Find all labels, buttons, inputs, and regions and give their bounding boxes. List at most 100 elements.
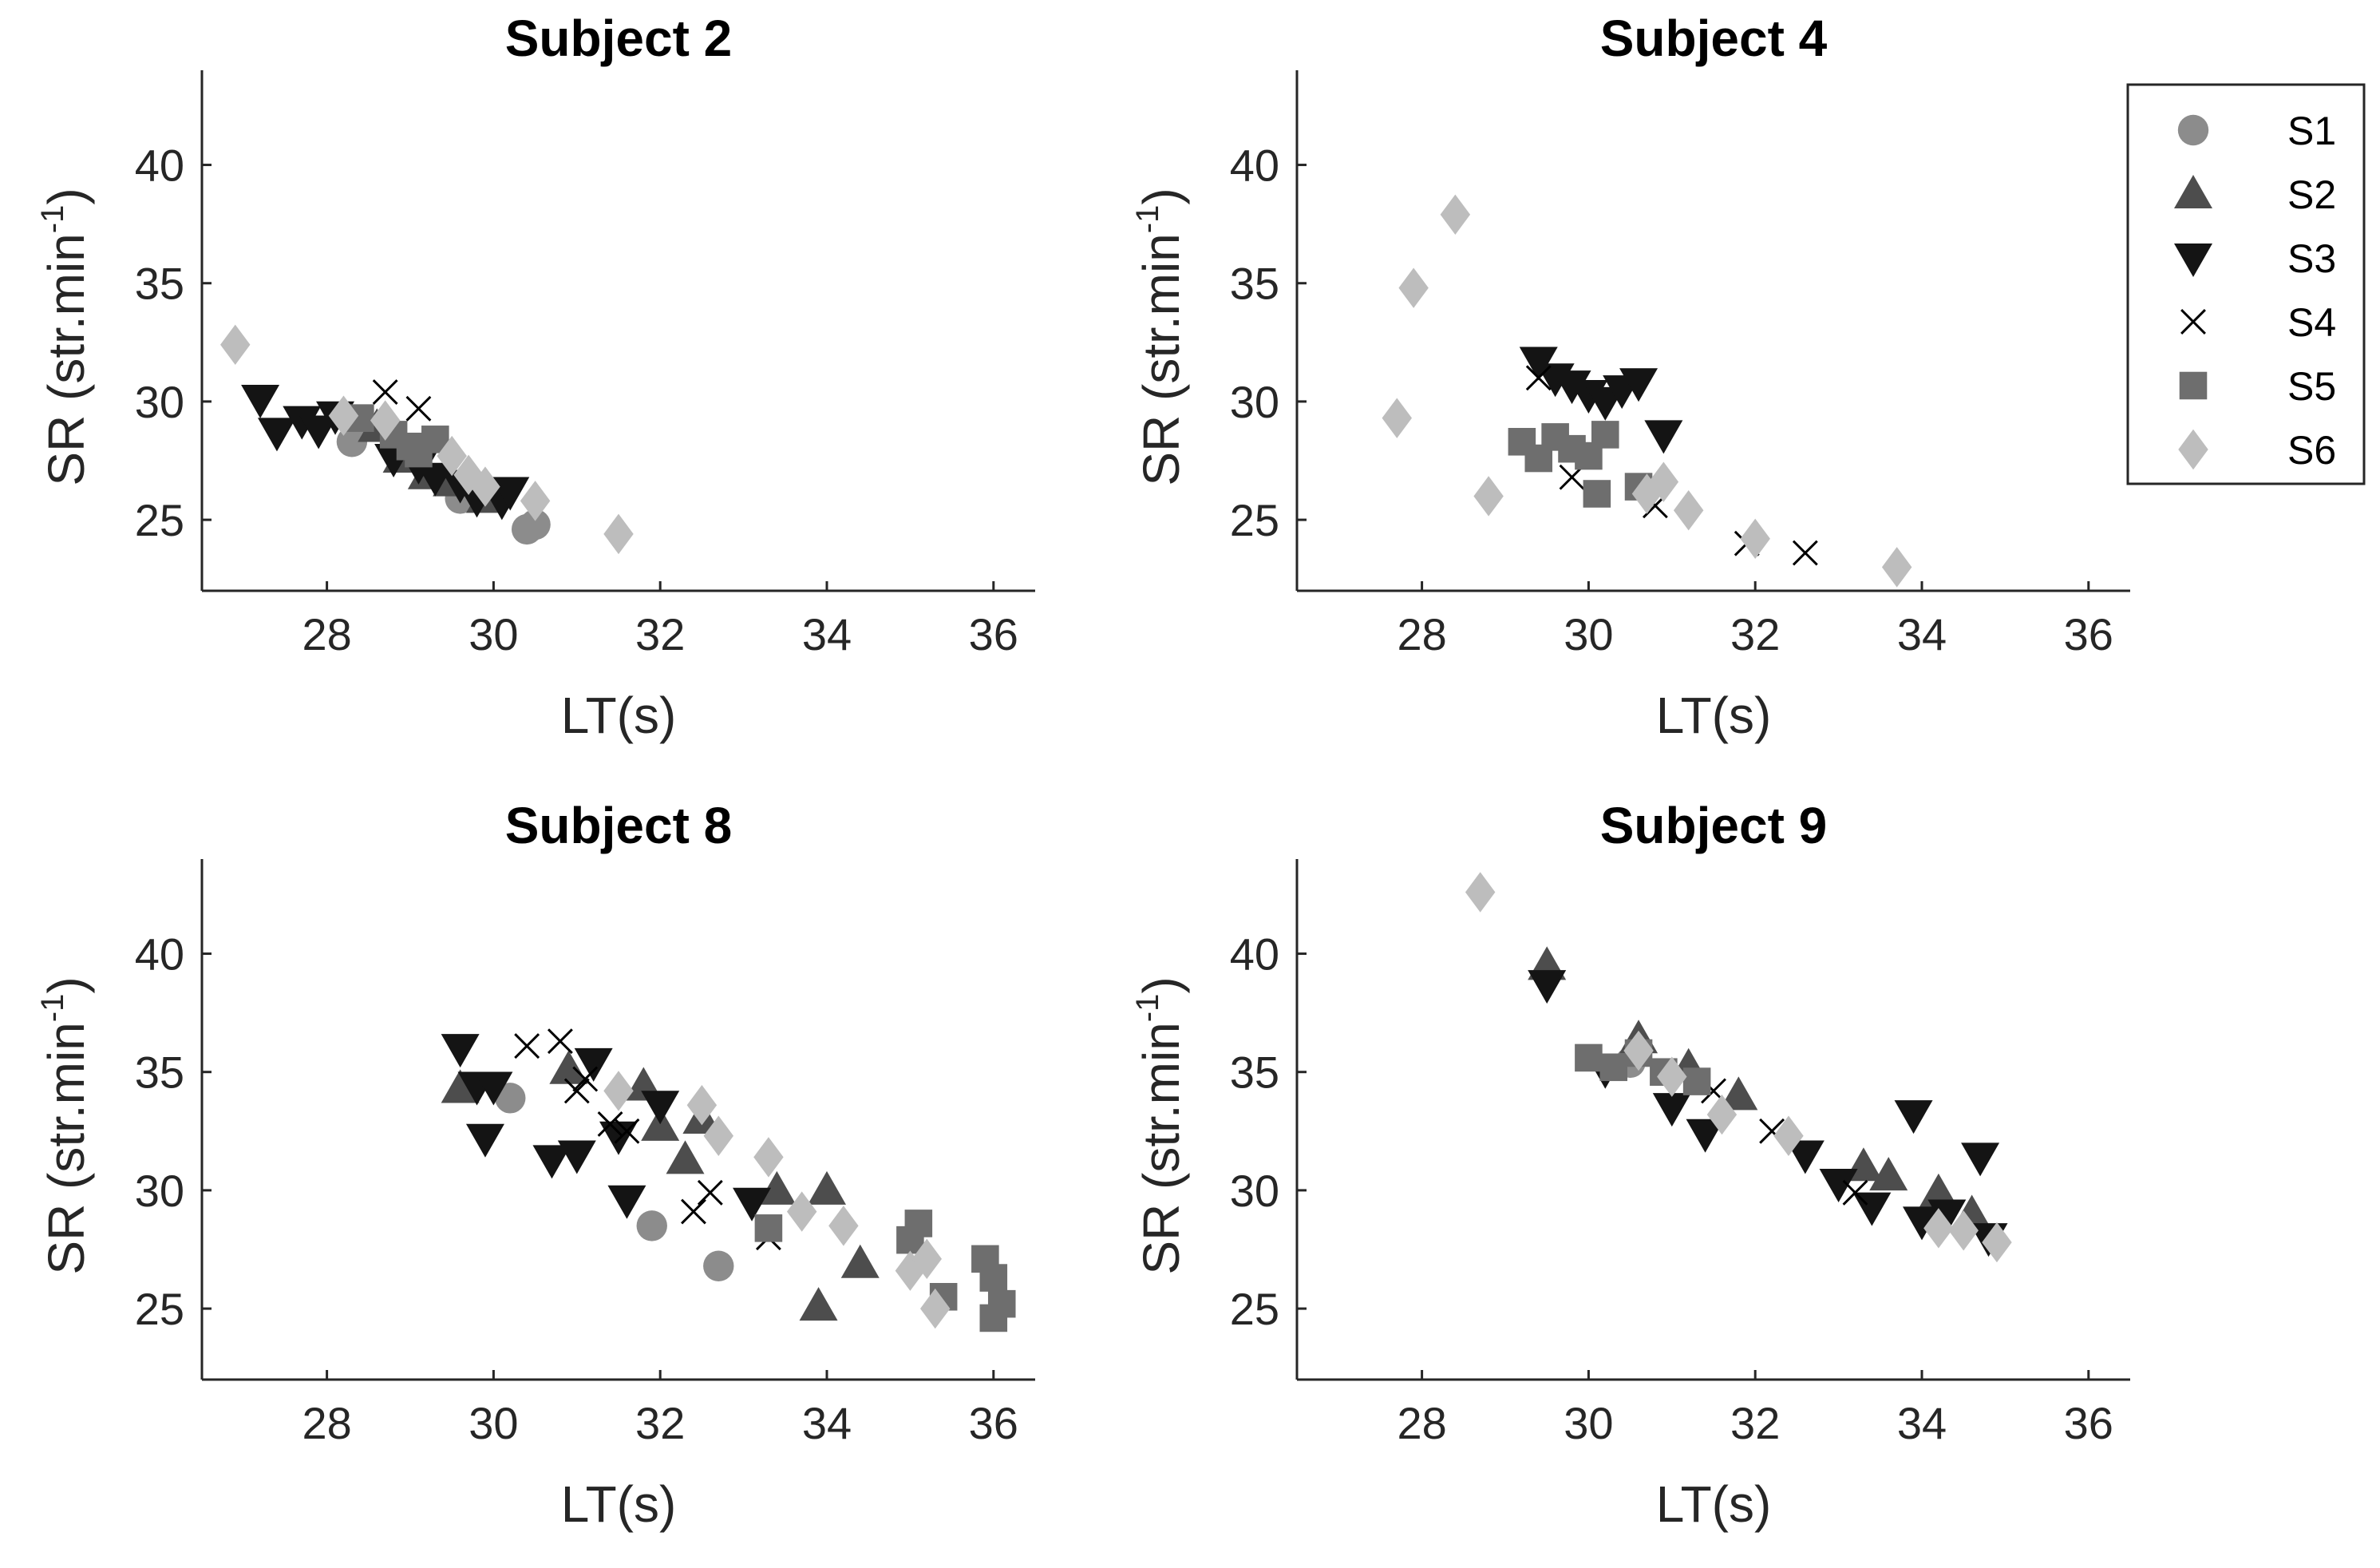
y-axis-label-close: ) — [1133, 976, 1190, 993]
data-point-s2 — [808, 1170, 846, 1205]
data-point-s3 — [441, 1034, 480, 1068]
y-axis-label-close: ) — [1133, 188, 1190, 204]
data-point-s6 — [1473, 476, 1504, 517]
y-tick-label: 30 — [135, 377, 184, 427]
x-tick-label: 36 — [2064, 1398, 2113, 1448]
data-point-s3 — [532, 1145, 571, 1179]
data-point-s3 — [465, 1123, 504, 1158]
data-point-s3 — [283, 406, 322, 440]
x-tick-label: 34 — [1897, 1398, 1947, 1448]
series-s6 — [1382, 194, 1912, 588]
data-point-s6 — [220, 324, 251, 365]
data-point-s4 — [1842, 1179, 1868, 1206]
data-point-s1 — [520, 509, 551, 540]
y-axis-label-close: ) — [38, 188, 95, 204]
data-point-s4 — [697, 1179, 723, 1206]
data-point-s4 — [547, 1028, 573, 1055]
legend-entry-s3: S3 — [2174, 236, 2336, 281]
data-point-s3 — [1619, 368, 1658, 402]
y-tick-label: 40 — [135, 929, 184, 980]
subplot-1: Subject 2 28 30 32 34 36 25 30 35 40 LT(s) SR (str.… — [35, 10, 1035, 744]
x-tick-label: 32 — [635, 1398, 685, 1448]
legend-entry-s4: S4 — [2180, 300, 2336, 345]
data-point-s6 — [920, 1288, 951, 1329]
data-point-s2 — [1869, 1157, 1908, 1191]
subplot-title: Subject 2 — [505, 10, 733, 67]
data-point-s3 — [1819, 1169, 1858, 1203]
data-point-s4 — [572, 1066, 599, 1092]
legend-marker-x-icon — [2180, 309, 2206, 335]
data-point-s2 — [1919, 1173, 1958, 1207]
legend-entry-s5: S5 — [2179, 364, 2336, 409]
data-point-s6 — [1465, 872, 1496, 913]
y-axis-label-main: SR (str.min — [1133, 233, 1190, 485]
x-tick-label: 36 — [969, 1398, 1018, 1448]
series-s2 — [441, 1050, 880, 1321]
y-tick-label: 40 — [1230, 141, 1279, 191]
data-point-s3 — [607, 1185, 646, 1219]
data-point-s6 — [1440, 194, 1471, 235]
data-point-s4 — [1525, 365, 1552, 391]
data-point-s6 — [1382, 398, 1412, 438]
data-point-s6 — [370, 400, 401, 441]
legend-marker-triangle-up-icon — [2174, 175, 2212, 208]
x-tick-label: 30 — [468, 609, 518, 659]
data-point-s6 — [1657, 1056, 1687, 1097]
x-axis-label: LT(s) — [1656, 1475, 1772, 1533]
data-point-s6 — [328, 395, 359, 436]
y-tick-label: 35 — [135, 259, 184, 309]
data-point-s2 — [840, 1244, 880, 1278]
data-point-s4 — [563, 1078, 590, 1104]
data-point-s6 — [1881, 547, 1912, 588]
data-point-s6 — [686, 1085, 718, 1126]
legend-marker-triangle-down-icon — [2174, 244, 2212, 277]
series-s6 — [603, 1071, 951, 1329]
y-axis-label-main: SR (str.min — [1133, 1022, 1190, 1274]
data-point-s3 — [1894, 1100, 1933, 1134]
y-axis-label-superscript: -1 — [35, 994, 70, 1023]
x-tick-label: 28 — [302, 609, 351, 659]
y-tick-label: 25 — [135, 495, 184, 545]
y-tick-label: 35 — [1230, 259, 1279, 309]
data-point-s6 — [1740, 518, 1770, 559]
y-axis-label-main: SR (str.min — [38, 233, 95, 485]
series-s6 — [220, 324, 634, 555]
y-tick-label: 40 — [1230, 929, 1279, 980]
y-tick-label: 35 — [135, 1047, 184, 1098]
data-point-s3 — [241, 384, 280, 418]
y-tick-label: 30 — [1230, 377, 1279, 427]
x-tick-label: 28 — [302, 1398, 351, 1448]
data-point-s6 — [437, 435, 467, 477]
data-point-s1 — [703, 1250, 734, 1281]
y-axis-label: SR (str.min-1) — [1130, 188, 1190, 485]
data-point-s3 — [1927, 1199, 1967, 1233]
series-s5 — [1508, 421, 1653, 508]
legend-label: S3 — [2287, 236, 2336, 281]
y-tick-label: 25 — [1230, 495, 1279, 545]
y-axis-label-superscript: -1 — [1130, 205, 1165, 234]
legend-entry-s6: S6 — [2178, 428, 2336, 473]
data-point-s6 — [703, 1115, 733, 1156]
y-tick-label: 30 — [1230, 1166, 1279, 1216]
data-point-s2 — [757, 1170, 797, 1205]
x-tick-label: 36 — [2064, 609, 2113, 659]
data-point-s6 — [1706, 1094, 1738, 1135]
x-axis-label: LT(s) — [561, 1475, 677, 1533]
legend-entry-s1: S1 — [2177, 109, 2336, 153]
legend-entry-s2: S2 — [2174, 172, 2336, 217]
data-point-s4 — [514, 1033, 540, 1059]
x-tick-label: 36 — [969, 609, 1018, 659]
y-axis-label-superscript: -1 — [35, 205, 70, 234]
data-point-s6 — [1948, 1210, 1979, 1251]
legend-marker-square-icon — [2179, 371, 2208, 400]
data-point-s5 — [1599, 1053, 1627, 1082]
x-tick-label: 32 — [1730, 609, 1780, 659]
data-point-s6 — [1623, 1030, 1654, 1071]
subplot-title: Subject 4 — [1600, 10, 1828, 67]
data-point-s5 — [1682, 1067, 1711, 1095]
series-s6 — [1465, 872, 2012, 1263]
data-point-s3 — [641, 1091, 680, 1125]
y-axis-label: SR (str.min-1) — [1130, 976, 1190, 1274]
data-point-s3 — [1644, 420, 1683, 454]
